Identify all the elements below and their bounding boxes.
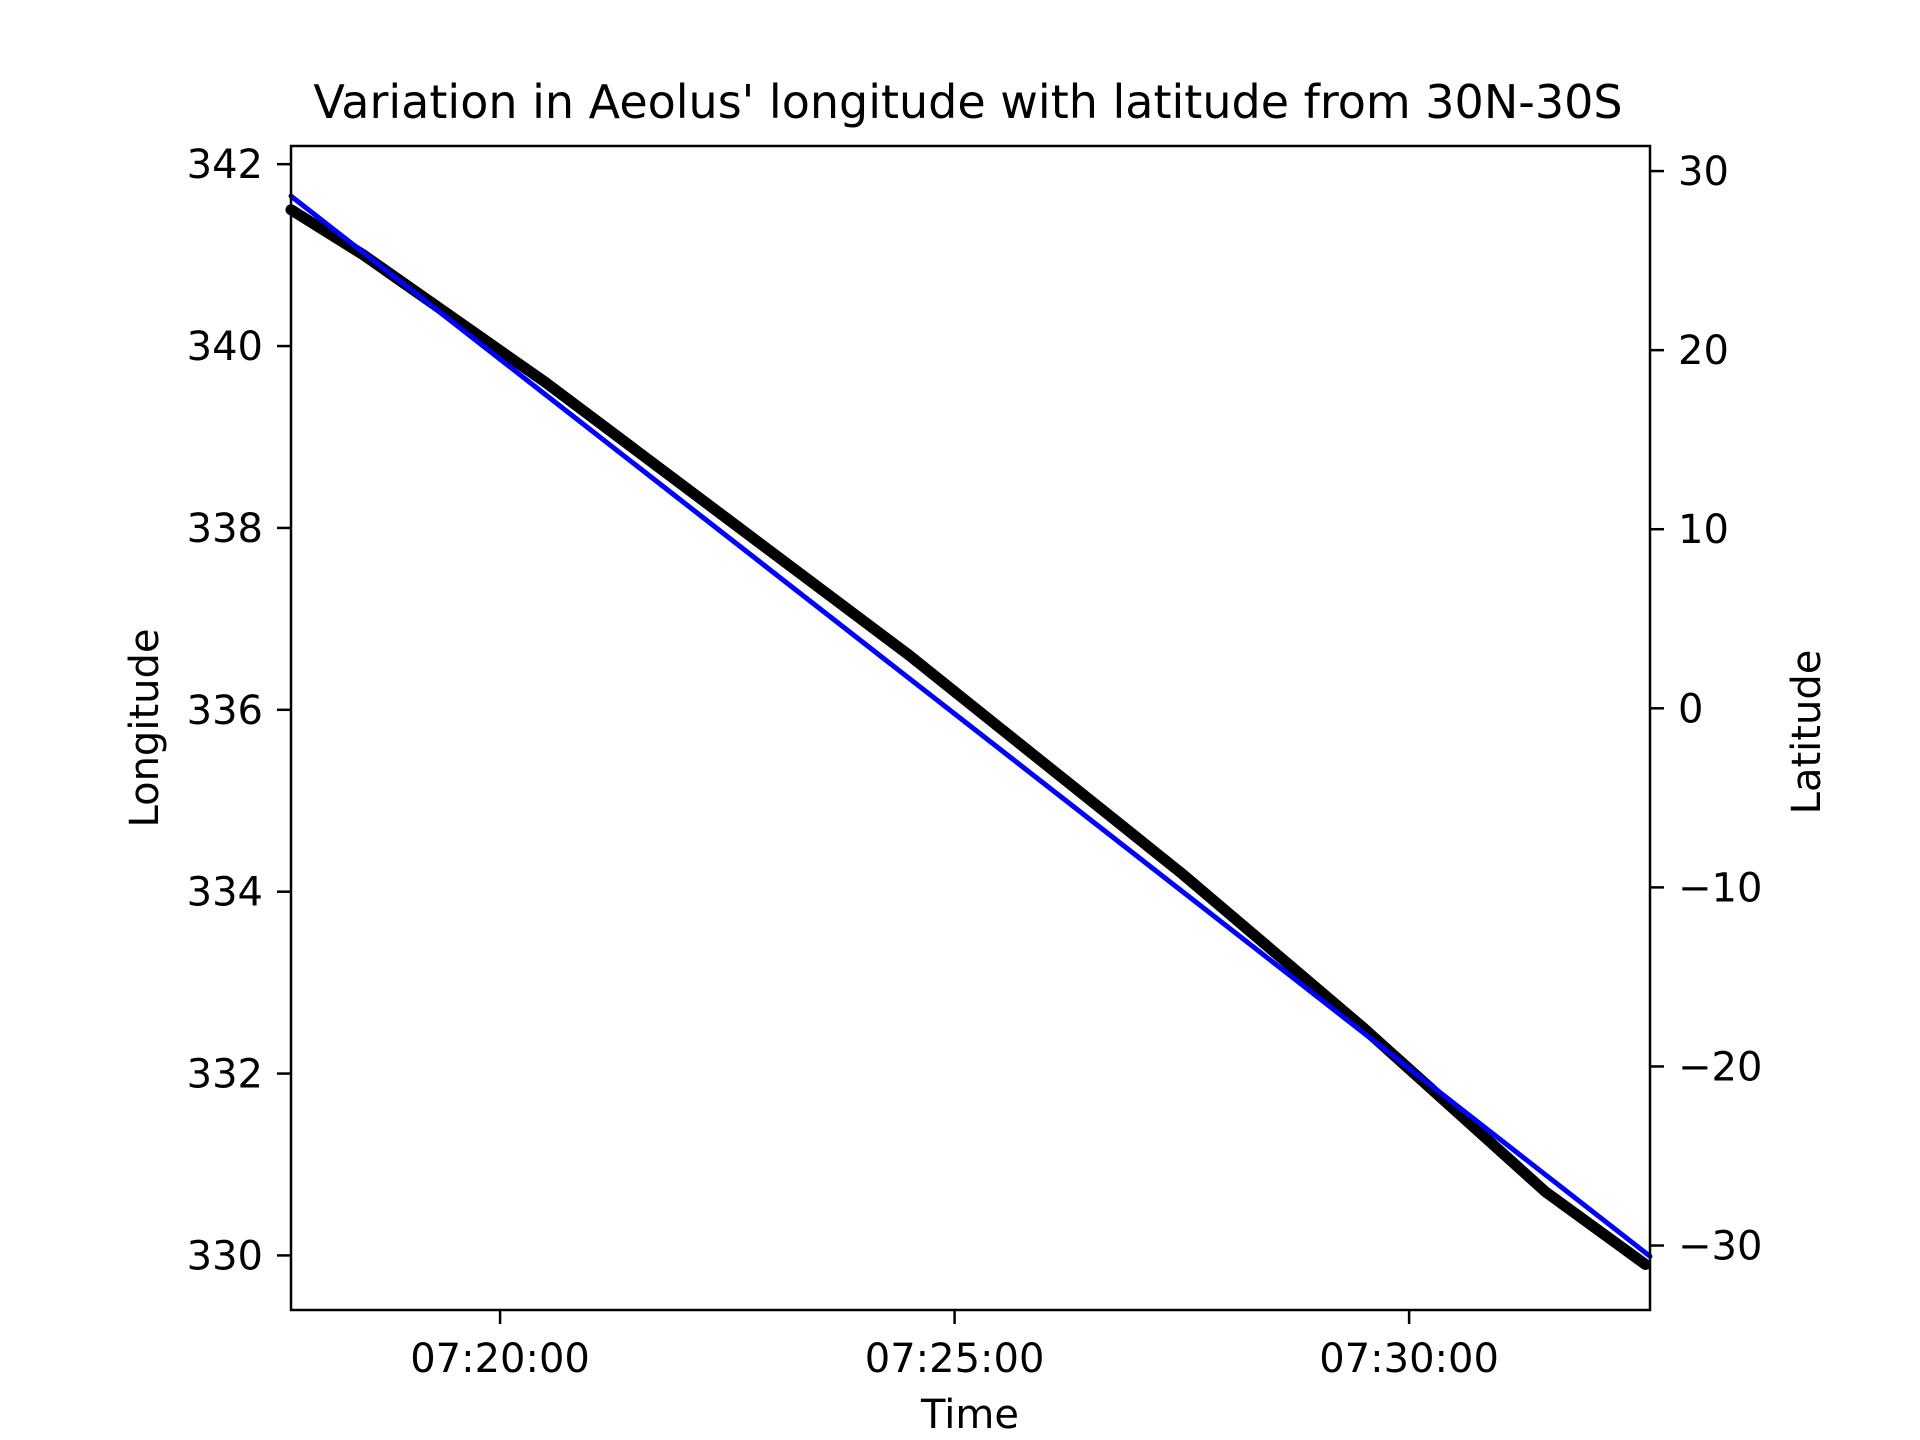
y2-tick-label: 10 xyxy=(1678,507,1729,553)
y2-tick-label: 0 xyxy=(1678,686,1703,732)
y2-tick-label: −10 xyxy=(1678,865,1762,911)
x-tick-label: 07:20:00 xyxy=(410,1336,590,1382)
y-tick-label: 338 xyxy=(187,506,263,552)
y-tick-label: 340 xyxy=(187,324,263,370)
plot-frame xyxy=(289,144,1652,1312)
x-axis-label: Time xyxy=(920,1392,1019,1438)
plot-series xyxy=(285,193,1653,1270)
latitude-series-line xyxy=(288,193,1653,1259)
chart-title: Variation in Aeolus' longitude with lati… xyxy=(313,75,1622,129)
y2-tick-label: 30 xyxy=(1678,149,1729,195)
y2-tick-label: −20 xyxy=(1678,1044,1762,1090)
y2-tick-label: 20 xyxy=(1678,328,1729,374)
y-axis-right: 30 20 10 0 −10 −20 −30 xyxy=(1650,149,1762,1270)
y-axis-left: 342 340 338 336 334 332 330 xyxy=(187,142,291,1279)
y-tick-label: 330 xyxy=(187,1233,263,1279)
y-tick-label: 332 xyxy=(187,1052,263,1098)
y-tick-label: 334 xyxy=(187,870,263,916)
y-tick-label: 342 xyxy=(187,142,263,188)
y2-tick-label: −30 xyxy=(1678,1224,1762,1270)
y2-axis-label: Latitude xyxy=(1784,650,1830,815)
x-tick-label: 07:30:00 xyxy=(1319,1336,1499,1382)
x-axis: 07:20:00 07:25:00 07:30:00 xyxy=(410,1310,1499,1382)
y-axis-label: Longitude xyxy=(122,629,168,828)
y-tick-label: 336 xyxy=(187,688,263,734)
x-tick-label: 07:25:00 xyxy=(865,1336,1045,1382)
